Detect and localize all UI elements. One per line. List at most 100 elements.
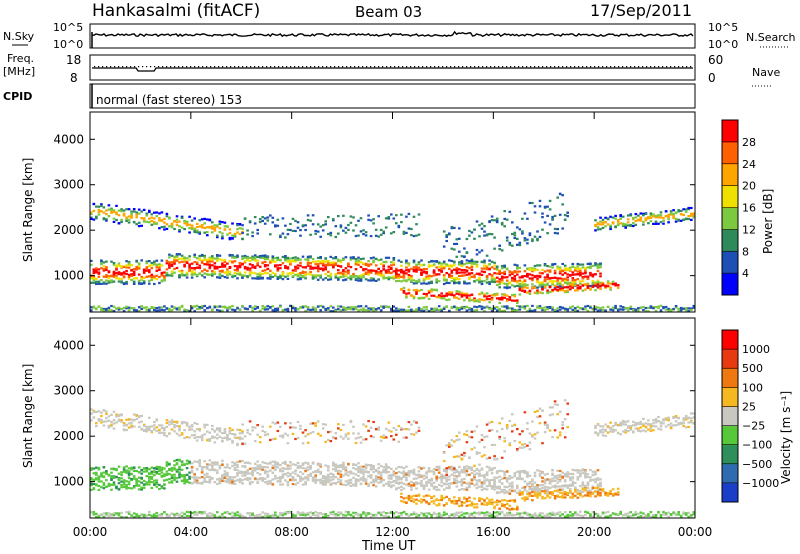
data-cell <box>455 485 459 488</box>
nave-point <box>338 66 340 68</box>
data-cell <box>155 471 159 474</box>
data-cell <box>344 256 348 259</box>
data-cell <box>604 225 607 228</box>
data-cell <box>594 219 597 222</box>
data-cell <box>223 259 227 262</box>
nave-point <box>114 66 116 68</box>
data-cell <box>100 421 103 424</box>
data-cell <box>160 259 164 262</box>
nave-point <box>602 66 604 68</box>
data-cell <box>495 217 499 220</box>
data-cell <box>478 272 481 275</box>
data-cell <box>150 430 154 433</box>
data-cell <box>528 307 532 310</box>
data-cell <box>405 292 408 295</box>
data-cell <box>556 481 559 484</box>
data-cell <box>132 272 136 275</box>
data-cell <box>117 222 121 225</box>
data-cell <box>503 282 506 285</box>
data-cell <box>364 480 368 483</box>
data-cell <box>392 474 396 477</box>
data-cell <box>281 217 285 220</box>
data-cell <box>571 482 575 485</box>
data-cell <box>334 225 338 228</box>
data-cell <box>168 253 171 256</box>
data-cell <box>417 474 421 478</box>
data-cell <box>337 470 340 473</box>
data-cell <box>188 460 191 463</box>
data-cell <box>571 468 575 471</box>
data-cell <box>216 276 219 279</box>
data-cell <box>286 475 290 478</box>
data-cell <box>170 273 174 276</box>
data-cell <box>153 220 156 224</box>
data-cell <box>488 220 491 224</box>
data-cell <box>518 287 522 290</box>
data-cell <box>460 268 464 272</box>
data-cell <box>261 219 264 222</box>
data-cell <box>193 271 196 274</box>
data-cell <box>415 309 418 312</box>
data-cell <box>221 259 224 262</box>
data-cell <box>357 256 360 259</box>
data-cell <box>548 277 552 280</box>
data-cell <box>395 487 398 490</box>
data-cell <box>342 306 345 309</box>
data-cell <box>574 307 577 310</box>
data-cell <box>591 282 595 285</box>
data-cell <box>359 477 363 480</box>
data-cell <box>407 484 411 487</box>
data-cell <box>110 413 113 416</box>
data-cell <box>442 262 446 265</box>
data-cell <box>503 210 506 213</box>
data-cell <box>541 272 544 275</box>
data-cell <box>117 488 121 491</box>
data-cell <box>478 298 481 301</box>
data-cell <box>178 220 181 223</box>
data-cell <box>158 306 161 309</box>
data-cell <box>465 468 469 471</box>
data-cell <box>334 262 338 265</box>
data-cell <box>236 254 239 257</box>
data-cell <box>500 249 504 252</box>
data-cell <box>253 222 257 225</box>
data-cell <box>586 285 590 288</box>
nave-point <box>622 66 624 68</box>
data-cell <box>574 273 577 276</box>
data-cell <box>122 282 126 285</box>
data-cell <box>281 271 285 274</box>
data-cell <box>405 473 408 476</box>
data-cell <box>463 269 466 272</box>
data-cell <box>412 472 416 475</box>
data-cell <box>445 235 448 238</box>
nave-point <box>434 66 436 68</box>
data-cell <box>576 265 580 268</box>
data-cell <box>455 267 459 270</box>
data-cell <box>571 277 575 280</box>
data-cell <box>337 278 340 281</box>
data-cell <box>185 261 189 264</box>
data-cell <box>531 489 534 492</box>
data-cell <box>448 466 451 469</box>
data-cell <box>533 267 537 270</box>
data-cell <box>442 278 446 281</box>
data-cell <box>551 276 554 280</box>
data-cell <box>241 224 244 227</box>
data-cell <box>626 224 630 227</box>
data-cell <box>357 259 360 262</box>
data-cell <box>551 283 554 286</box>
data-cell <box>458 261 461 264</box>
data-cell <box>448 298 451 301</box>
data-cell <box>621 222 625 225</box>
data-cell <box>442 294 446 297</box>
data-cell <box>571 273 575 276</box>
nave-point <box>222 66 224 68</box>
data-cell <box>505 218 509 221</box>
data-cell <box>382 466 385 469</box>
data-cell <box>294 219 297 222</box>
data-cell <box>112 427 116 430</box>
data-cell <box>148 429 151 432</box>
data-cell <box>274 465 277 468</box>
data-cell <box>269 480 272 483</box>
